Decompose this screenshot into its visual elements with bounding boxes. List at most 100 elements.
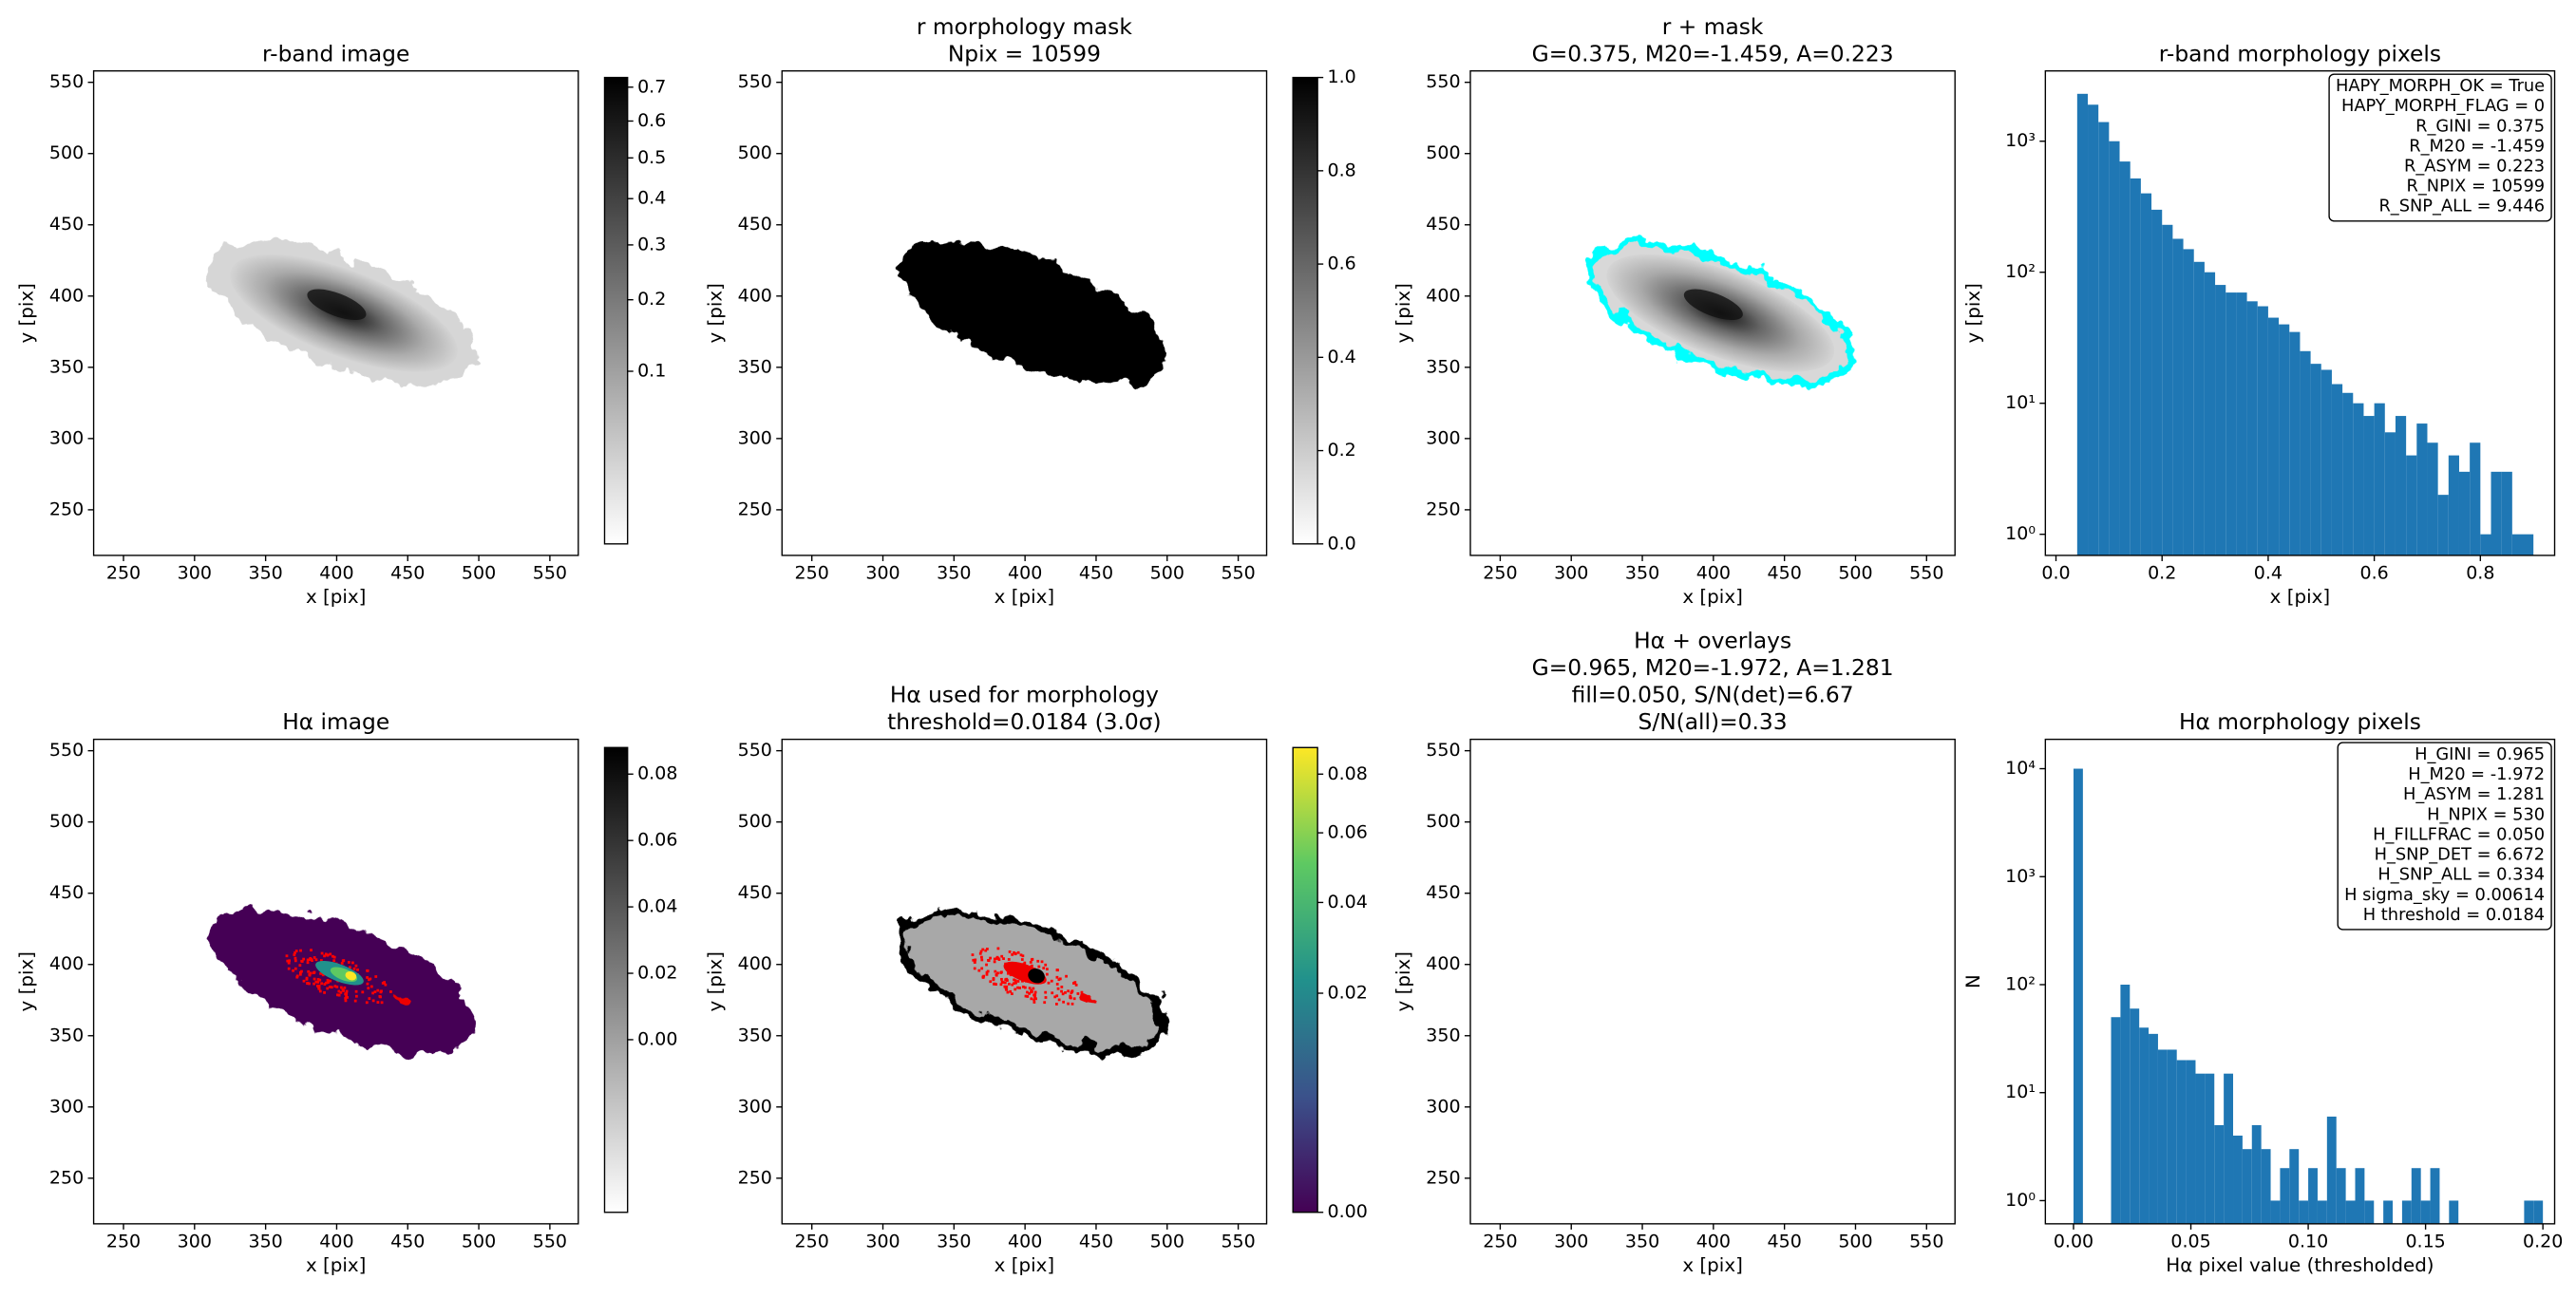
x-tick-label: 400 [1696, 562, 1731, 583]
histogram-bar [2342, 392, 2354, 555]
image-pixel [294, 959, 297, 963]
image-pixel [971, 953, 975, 956]
histogram-bar [2384, 432, 2396, 555]
y-tick-label: 10² [2005, 973, 2036, 994]
image-pixel [1044, 990, 1048, 994]
image-pixel [1031, 957, 1034, 961]
x-tick-label: 550 [1221, 1231, 1255, 1251]
histogram-bar [2511, 534, 2524, 555]
y-tick-label: 550 [49, 740, 84, 761]
image-pixel [306, 958, 310, 962]
image-pixel [1050, 979, 1053, 983]
image-pixel [373, 990, 377, 993]
image-pixel [313, 977, 316, 981]
image-pixel [1016, 986, 1019, 989]
image-pixel [989, 980, 993, 984]
y-tick-label: 450 [738, 214, 772, 235]
image-pixel [374, 975, 378, 978]
image-pixel [323, 991, 326, 994]
annotation-box [2328, 73, 2552, 222]
image-pixel [352, 967, 356, 970]
colorbar-tick-label: 0.2 [637, 289, 666, 310]
image-pixel [1033, 995, 1036, 999]
x-tick-label: 550 [533, 1231, 567, 1251]
histogram-bar [2448, 455, 2459, 555]
image-pixel [300, 969, 303, 973]
panel-title: Hα image [282, 708, 389, 735]
histogram-bar [2427, 442, 2438, 555]
plot-area [1469, 70, 1956, 555]
image-pixel [1009, 989, 1013, 993]
histogram-bar [2395, 416, 2407, 555]
y-tick-label: 10² [2005, 261, 2036, 282]
image-pixel [320, 982, 323, 986]
image-pixel [307, 969, 311, 973]
image-pixel [326, 978, 330, 982]
panel: 250 300 350 400 450 500 550 250 300 350 400 450 500 5… [704, 13, 1355, 608]
y-tick-label: 550 [1426, 71, 1460, 92]
image-feature [1683, 289, 1743, 321]
y-axis-label: N [1962, 974, 1984, 988]
image-pixel [1023, 986, 1027, 989]
x-tick-label: 450 [390, 1231, 425, 1251]
image-pixel [1018, 987, 1021, 989]
colorbar-tick-label: 0.08 [637, 763, 677, 784]
image-pixel [316, 978, 320, 981]
image-pixel [326, 987, 330, 990]
image-pixel [1008, 950, 1012, 953]
image-pixel [299, 949, 302, 952]
image-pixel [1060, 986, 1064, 988]
image-pixel [329, 952, 332, 956]
image-pixel [981, 975, 985, 979]
annotation-text: H threshold = 0.0184 [2363, 905, 2545, 925]
panel-title: r + mask [1662, 13, 1764, 40]
y-axis-label: y [pix] [16, 951, 38, 1011]
image-pixel [1000, 977, 1003, 981]
panel-title: Npix = 10599 [948, 40, 1101, 66]
image-pixel [313, 970, 316, 974]
x-tick-label: 250 [795, 1231, 829, 1251]
panel-title: Hα used for morphology [890, 682, 1159, 708]
x-tick-label: 400 [1008, 1231, 1042, 1251]
plot-area [93, 70, 578, 555]
image-pixel [1023, 961, 1027, 965]
x-axis-label: x [pix] [1682, 1254, 1743, 1276]
x-tick-label: 450 [390, 562, 425, 583]
image-pixel [376, 988, 380, 992]
image-pixel [314, 980, 318, 984]
colorbar-tick-label: 0.7 [637, 76, 666, 97]
annotation-text: H_NPIX = 530 [2427, 804, 2545, 824]
histogram-bar [2157, 1049, 2168, 1224]
histogram-bar [2374, 403, 2385, 555]
image-pixel [1019, 953, 1023, 957]
panel-title: r-band morphology pixels [2159, 40, 2441, 66]
y-tick-label: 450 [1426, 214, 1460, 235]
image-pixel [1021, 985, 1025, 988]
image-pixel [371, 999, 375, 1003]
image-pixel [981, 948, 985, 951]
histogram-bar [2193, 261, 2205, 555]
image-pixel [349, 966, 351, 969]
colorbar-tick-label: 0.4 [637, 188, 666, 209]
x-tick-label: 0.10 [2288, 1231, 2328, 1251]
histogram-bar [2470, 442, 2481, 555]
x-tick-label: 350 [937, 562, 971, 583]
histogram-bar [2119, 161, 2131, 555]
x-tick-label: 250 [795, 562, 829, 583]
histogram-bar [2098, 122, 2110, 555]
image-pixel [1070, 989, 1074, 993]
image-pixel [306, 961, 310, 965]
histogram-bar [2411, 1168, 2421, 1224]
image-pixel [978, 951, 982, 955]
y-tick-label: 400 [49, 953, 84, 974]
colorbar-tick-label: 0.5 [637, 147, 666, 168]
image-pixel [1044, 963, 1048, 967]
x-tick-label: 400 [1008, 562, 1042, 583]
histogram-bar [2236, 292, 2247, 555]
y-tick-label: 450 [1426, 882, 1460, 903]
image-pixel [1013, 952, 1017, 956]
histogram-bar [2299, 1200, 2309, 1224]
image-pixel [979, 950, 983, 953]
image-pixel [1033, 993, 1037, 996]
x-tick-label: 0.8 [2466, 562, 2494, 583]
